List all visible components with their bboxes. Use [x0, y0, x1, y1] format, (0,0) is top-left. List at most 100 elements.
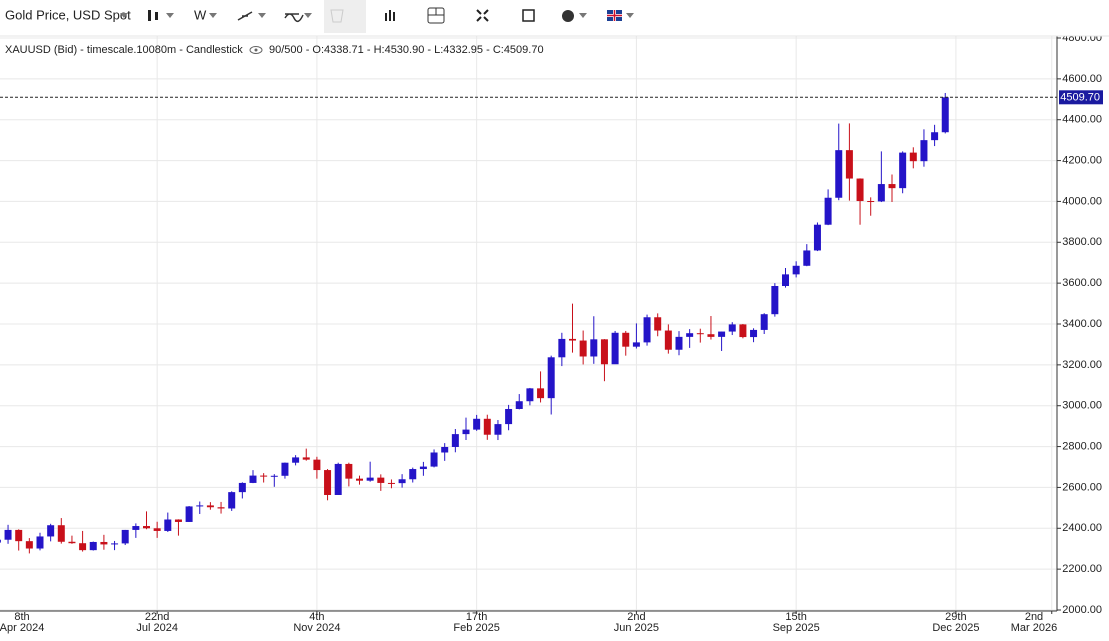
- y-tick-label: 3000.00: [1062, 400, 1102, 412]
- x-tick-label: 2nd Jun 2025: [613, 611, 660, 634]
- candle-body: [686, 333, 694, 337]
- candle-body: [260, 475, 268, 477]
- x-tick-label: 8th Apr 2024: [0, 611, 45, 634]
- toolbar: [0, 0, 1109, 36]
- candle-body: [281, 462, 289, 476]
- y-tick-label: 4600.00: [1062, 73, 1102, 85]
- candle-body: [494, 424, 502, 435]
- candle-body: [537, 388, 545, 399]
- crosshair-button[interactable]: [427, 7, 445, 24]
- candle-body: [185, 506, 193, 522]
- fullscreen-button[interactable]: [476, 9, 489, 22]
- x-tick-label: 17th Feb 2025: [453, 611, 500, 634]
- candle-body: [824, 197, 832, 225]
- candle-body: [877, 184, 885, 202]
- candle-body: [558, 338, 566, 358]
- volume-button[interactable]: [385, 10, 395, 21]
- last-price-label: 4509.70: [1060, 92, 1100, 104]
- y-tick-label: 4000.00: [1062, 195, 1102, 207]
- candle-body: [664, 330, 672, 350]
- candle-body: [547, 357, 555, 399]
- delete-button[interactable]: [324, 0, 366, 33]
- candle-body: [132, 526, 140, 530]
- y-tick-label: 2800.00: [1062, 440, 1102, 452]
- candle-body: [569, 338, 576, 341]
- theme-button[interactable]: [562, 10, 587, 22]
- candle-body: [206, 505, 214, 508]
- dropdown-caret[interactable]: [209, 13, 217, 18]
- candle-body: [505, 408, 513, 425]
- candle-body: [941, 97, 949, 133]
- candle-body: [707, 334, 715, 337]
- candle-body: [856, 178, 864, 202]
- language-button[interactable]: [607, 10, 634, 21]
- candle-body: [419, 466, 427, 470]
- y-tick-label: 4400.00: [1062, 114, 1102, 126]
- candle-body: [909, 152, 917, 162]
- instrument[interactable]: Gold Price, USD Spot: [5, 7, 131, 22]
- candle-body: [451, 434, 459, 447]
- candle-body: [79, 543, 87, 551]
- candle-body: [739, 324, 747, 338]
- draw-line-button[interactable]: [237, 11, 266, 21]
- x-tick-label: 15th Sep 2025: [772, 611, 820, 634]
- candle-body: [4, 529, 12, 540]
- candle-body: [483, 418, 491, 435]
- delete-icon: [330, 9, 344, 23]
- y-tick-label: 4200.00: [1062, 154, 1102, 166]
- candle-body: [675, 336, 683, 350]
- candle-body: [174, 519, 182, 522]
- candle-body: [164, 519, 172, 531]
- candle-body: [324, 470, 332, 495]
- candle-body: [313, 459, 321, 471]
- candle-body: [867, 201, 875, 203]
- candle-body: [228, 492, 236, 509]
- candle-body: [931, 132, 939, 141]
- candle-body: [473, 418, 481, 430]
- dropdown-caret[interactable]: [120, 13, 128, 18]
- candle-body: [121, 529, 129, 544]
- y-tick-label: 3400.00: [1062, 318, 1102, 330]
- candle-body: [760, 314, 768, 330]
- candle-body: [100, 541, 108, 545]
- fit-button[interactable]: [522, 9, 535, 22]
- candle-body: [888, 184, 896, 189]
- y-tick-label: 3600.00: [1062, 277, 1102, 289]
- timeframe[interactable]: W: [194, 7, 207, 22]
- candle-body: [654, 317, 662, 331]
- x-tick-label: 29th Dec 2025: [932, 611, 980, 634]
- candle-body: [15, 529, 23, 542]
- y-tick-label: 2400.00: [1062, 522, 1102, 534]
- series-info: XAUUSD (Bid) - timescale.10080m - Candle…: [5, 44, 243, 56]
- candle-body: [515, 401, 523, 409]
- candle-body: [47, 525, 55, 537]
- candle-body: [728, 324, 736, 332]
- candle-body: [771, 286, 779, 315]
- y-tick-label: 2600.00: [1062, 481, 1102, 493]
- candle-body: [143, 526, 150, 529]
- candle-body: [217, 507, 225, 509]
- visibility-toggle[interactable]: [249, 46, 263, 54]
- candle-body: [632, 342, 640, 347]
- x-tick-label: 22nd Jul 2024: [136, 611, 178, 634]
- candle-body: [430, 452, 438, 467]
- candle-body: [356, 478, 363, 481]
- candle-body: [366, 477, 374, 481]
- candle-body: [845, 150, 853, 179]
- indicator-button[interactable]: [284, 13, 312, 23]
- candle-body: [270, 475, 278, 477]
- candle-body: [611, 332, 619, 365]
- candle-body: [622, 332, 630, 347]
- candle-body: [920, 140, 928, 162]
- ohlc-info: 90/500 - O:4338.71 - H:4530.90 - L:4332.…: [269, 44, 544, 56]
- candle-body: [36, 536, 44, 549]
- y-tick-label: 3800.00: [1062, 236, 1102, 248]
- candle-body: [899, 152, 907, 189]
- candle-body: [387, 482, 395, 484]
- candle-body: [398, 479, 406, 484]
- candle-body: [526, 388, 534, 402]
- candle-body: [600, 339, 608, 365]
- chart-type-button[interactable]: [148, 10, 174, 21]
